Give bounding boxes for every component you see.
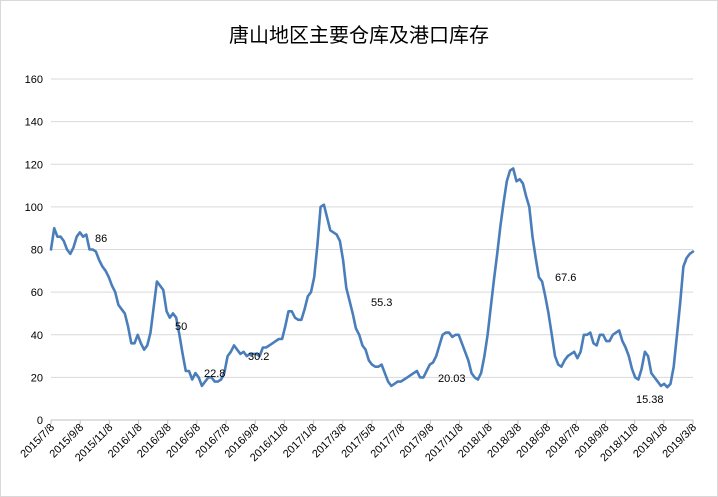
data-label: 22.8	[204, 368, 225, 380]
chart-title: 唐山地区主要仓库及港口库存	[229, 23, 489, 47]
data-label: 86	[95, 233, 107, 245]
data-label: 67.6	[555, 272, 576, 284]
y-tick-label: 20	[31, 372, 43, 384]
series-line	[49, 167, 695, 389]
y-tick-label: 100	[25, 202, 43, 214]
y-tick-label: 120	[25, 159, 43, 171]
y-tick-label: 40	[31, 330, 43, 342]
y-tick-label: 140	[25, 117, 43, 129]
data-label: 50	[175, 321, 187, 333]
y-tick-label: 60	[31, 287, 43, 299]
data-label: 55.3	[371, 297, 392, 309]
y-tick-label: 80	[31, 245, 43, 257]
y-tick-label: 0	[37, 415, 43, 427]
data-label: 30.2	[248, 351, 269, 363]
data-label: 20.03	[438, 373, 466, 385]
data-label: 15.38	[636, 394, 664, 406]
y-tick-label: 160	[25, 74, 43, 86]
